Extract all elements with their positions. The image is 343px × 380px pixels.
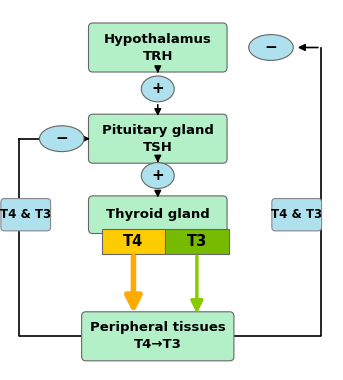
Text: +: + bbox=[151, 168, 164, 183]
Ellipse shape bbox=[141, 76, 174, 102]
Text: Thyroid gland: Thyroid gland bbox=[106, 208, 210, 221]
Text: −: − bbox=[264, 40, 277, 55]
Text: Peripheral tissues
T4→T3: Peripheral tissues T4→T3 bbox=[90, 321, 226, 351]
FancyBboxPatch shape bbox=[82, 312, 234, 361]
Text: −: − bbox=[55, 131, 68, 146]
Text: +: + bbox=[151, 81, 164, 97]
Ellipse shape bbox=[141, 163, 174, 188]
FancyBboxPatch shape bbox=[1, 198, 51, 231]
Text: T3: T3 bbox=[187, 234, 207, 249]
Text: T4 & T3: T4 & T3 bbox=[271, 208, 322, 221]
FancyBboxPatch shape bbox=[88, 196, 227, 233]
FancyBboxPatch shape bbox=[88, 23, 227, 72]
Text: T4 & T3: T4 & T3 bbox=[0, 208, 51, 221]
Text: Pituitary gland
TSH: Pituitary gland TSH bbox=[102, 124, 214, 154]
Ellipse shape bbox=[249, 35, 293, 60]
Bar bbox=[165, 229, 228, 254]
Text: T4: T4 bbox=[123, 234, 144, 249]
Bar bbox=[102, 229, 165, 254]
Text: Hypothalamus
TRH: Hypothalamus TRH bbox=[104, 33, 212, 62]
FancyBboxPatch shape bbox=[272, 198, 322, 231]
Ellipse shape bbox=[39, 126, 84, 152]
FancyBboxPatch shape bbox=[88, 114, 227, 163]
